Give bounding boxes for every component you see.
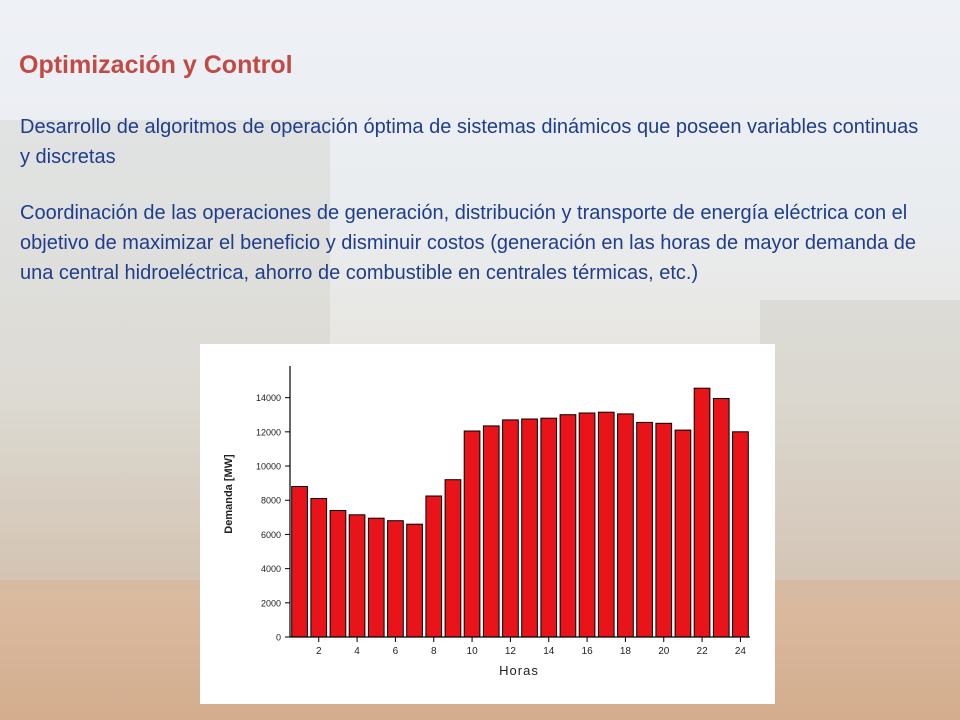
chart-x-tick-label: 8 — [431, 646, 437, 657]
chart-x-tick-label: 20 — [658, 646, 670, 657]
chart-x-tick-label: 2 — [316, 646, 322, 657]
chart-bar-hour-13 — [521, 418, 538, 638]
chart-y-tick-label: 2000 — [261, 598, 281, 608]
chart-bar-hour-5 — [367, 517, 385, 638]
chart-bar-hour-20 — [655, 422, 673, 638]
chart-y-axis-label: Demanda [MW] — [223, 454, 235, 534]
slide-title: Optimización y Control — [19, 51, 293, 79]
chart-bar-hour-3 — [329, 510, 347, 638]
chart-y-tick-label: 14000 — [256, 393, 281, 403]
chart-y-tick-label: 0 — [276, 633, 281, 643]
chart-bar-hour-23 — [712, 398, 730, 638]
chart-x-tick-label: 12 — [505, 646, 517, 657]
chart-bar-hour-18 — [617, 413, 634, 638]
chart-bar-hour-14 — [540, 417, 558, 638]
chart-bar-hour-15 — [559, 414, 577, 638]
chart-x-tick-label: 14 — [543, 646, 555, 657]
chart-bar-hour-17 — [597, 411, 615, 638]
chart-x-tick-label: 24 — [735, 646, 747, 657]
chart-y-tick-label: 4000 — [261, 564, 281, 574]
chart-bar-hour-21 — [674, 429, 692, 638]
demand-chart: 0 2000 4000 6000 8000 10000 12000 14000 2 4 6 8 10 12… — [200, 344, 775, 704]
chart-bar-hour-7 — [406, 523, 423, 638]
chart-y-tick-label: 10000 — [256, 462, 281, 472]
chart-x-tick-label: 22 — [697, 646, 709, 657]
chart-bar-hour-1 — [291, 486, 308, 638]
chart-y-tick-label: 12000 — [256, 427, 281, 437]
chart-bar-hour-22 — [693, 387, 711, 638]
background-building-right — [760, 300, 960, 600]
chart-x-tick-label: 18 — [620, 646, 632, 657]
chart-bar-hour-4 — [348, 514, 366, 638]
chart-bar-hour-10 — [463, 430, 481, 638]
chart-y-tick-label: 6000 — [261, 530, 281, 540]
chart-bar-hour-11 — [482, 425, 500, 638]
chart-bar-hour-8 — [425, 495, 443, 638]
chart-bar-hour-16 — [578, 412, 596, 638]
chart-bar-hour-12 — [502, 419, 519, 638]
chart-bar-hour-24 — [732, 431, 749, 638]
paragraph-coordination: Coordinación de las operaciones de gener… — [20, 202, 917, 284]
chart-x-axis-label: Horas — [499, 663, 539, 678]
chart-x-tick-label: 16 — [582, 646, 594, 657]
chart-bar-hour-6 — [387, 520, 404, 638]
chart-bar-hour-19 — [636, 421, 653, 638]
chart-x-tick-label: 4 — [354, 646, 360, 657]
chart-y-tick-label: 8000 — [261, 496, 281, 506]
chart-bar-hour-9 — [444, 479, 462, 638]
chart-bar-hour-2 — [310, 498, 328, 638]
chart-x-tick-label: 10 — [467, 646, 479, 657]
chart-x-tick-label: 6 — [393, 646, 399, 657]
paragraph-algorithms: Desarrollo de algoritmos de operación óp… — [20, 116, 919, 168]
